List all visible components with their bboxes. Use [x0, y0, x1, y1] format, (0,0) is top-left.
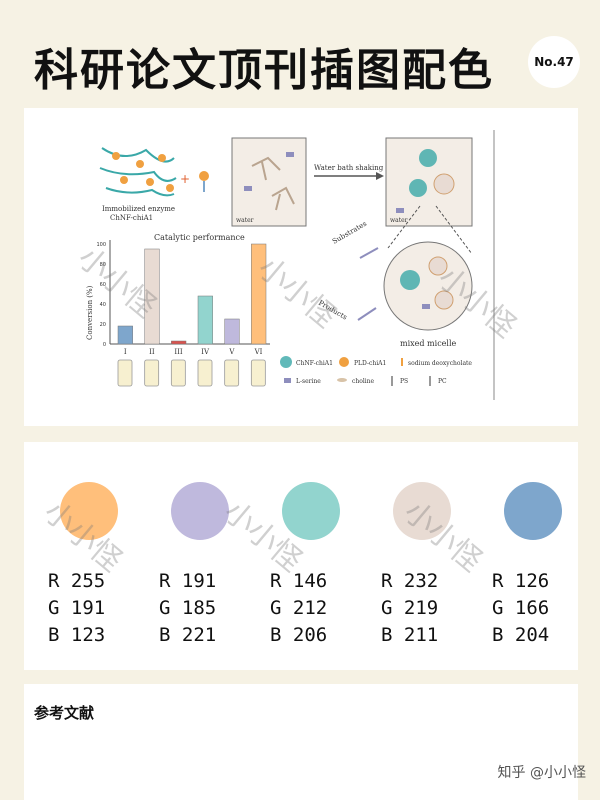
rgb-g-value: G 185	[159, 597, 217, 619]
svg-text:choline: choline	[352, 378, 375, 385]
rgb-r-value: R 146	[270, 570, 328, 592]
sample-vials	[117, 359, 266, 387]
y-tick-label: 0	[103, 342, 106, 348]
svg-text:PLD-chiA1: PLD-chiA1	[354, 360, 386, 367]
svg-text:water: water	[390, 217, 408, 224]
arrow-label: Water bath shaking	[314, 164, 384, 172]
references-card: 参考文献	[24, 684, 578, 800]
rgb-b-value: B 204	[492, 624, 550, 646]
swatch-3: R 146 G 212 B 206	[270, 482, 370, 649]
rgb-g-value: G 191	[48, 597, 106, 619]
rgb-r-value: R 126	[492, 570, 550, 592]
svg-text:Catalytic performance: Catalytic performance	[154, 233, 245, 242]
svg-text:ChNF-chiA1: ChNF-chiA1	[296, 360, 333, 367]
figure-card: Immobilized enzyme ChNF-chiA1 + water Wa…	[24, 108, 578, 426]
rgb-b-value: B 211	[381, 624, 439, 646]
svg-text:sodium deoxycholate: sodium deoxycholate	[408, 360, 472, 367]
bar-V	[224, 318, 240, 345]
rgb-b-value: B 206	[270, 624, 328, 646]
palette-card: R 255 G 191 B 123 R 191 G 185 B 221 R 146 G 212…	[24, 442, 578, 670]
x-tick-label: V	[228, 348, 235, 356]
vial-IV	[197, 359, 213, 387]
x-tick-label: VI	[254, 348, 263, 356]
svg-text:+: +	[180, 172, 190, 186]
x-tick-label: I	[124, 348, 127, 356]
rgb-b-value: B 123	[48, 624, 106, 646]
enzyme-network-icon	[99, 147, 177, 197]
rgb-r-value: R 232	[381, 570, 439, 592]
rgb-r-value: R 255	[48, 570, 106, 592]
color-swatches: R 255 G 191 B 123 R 191 G 185 B 221 R 146 G 212…	[24, 442, 578, 670]
svg-text:L-serine: L-serine	[296, 378, 321, 385]
svg-text:Substrates: Substrates	[331, 219, 368, 245]
pld-enzyme-icon	[199, 171, 209, 192]
swatch-circle	[504, 482, 562, 540]
micelle-label: mixed micelle	[400, 339, 457, 348]
vial-III	[170, 359, 186, 387]
y-tick-label: 80	[100, 262, 106, 268]
swatch-1: R 255 G 191 B 123	[48, 482, 148, 649]
y-tick-label: 40	[100, 302, 106, 308]
svg-text:Products: Products	[317, 299, 349, 322]
figure-legend: ChNF-chiA1 PLD-chiA1 sodium deoxycholate…	[280, 356, 472, 386]
vial-VI	[250, 359, 266, 387]
footer-credit: 知乎 @小小怪	[497, 765, 586, 781]
y-tick-label: 100	[96, 242, 106, 248]
bar-I	[117, 325, 133, 345]
scientific-figure: Immobilized enzyme ChNF-chiA1 + water Wa…	[86, 130, 495, 400]
swatch-5: R 126 G 166 B 204	[492, 482, 592, 649]
vial-II	[144, 359, 160, 387]
page-title: 科研论文顶刊插图配色	[34, 45, 494, 96]
vial-I	[117, 359, 133, 387]
y-tick-label: 60	[100, 282, 106, 288]
rgb-b-value: B 221	[159, 624, 217, 646]
bar-III	[171, 340, 187, 345]
swatch-circle	[171, 482, 229, 540]
rgb-g-value: G 166	[492, 597, 550, 619]
x-tick-label: III	[174, 348, 183, 356]
rgb-g-value: G 212	[270, 597, 328, 619]
vial-V	[224, 359, 240, 387]
y-axis-label: Conversion (%)	[86, 285, 94, 340]
svg-text:PS: PS	[400, 378, 408, 385]
bar-IV	[197, 295, 213, 345]
svg-text:PC: PC	[438, 378, 447, 385]
rgb-g-value: G 219	[381, 597, 439, 619]
y-tick-label: 20	[100, 322, 106, 328]
immobilized-label: Immobilized enzyme	[102, 205, 175, 213]
swatch-circle	[60, 482, 118, 540]
bar-II	[144, 248, 160, 345]
swatch-circle	[393, 482, 451, 540]
svg-text:water: water	[236, 217, 254, 224]
swatch-circle	[282, 482, 340, 540]
references-title: 参考文献	[34, 704, 95, 722]
swatch-2: R 191 G 185 B 221	[159, 482, 259, 649]
swatch-4: R 232 G 219 B 211	[381, 482, 481, 649]
x-tick-label: IV	[201, 348, 210, 356]
issue-badge: No.47	[528, 36, 580, 88]
bar-VI	[251, 243, 267, 345]
rgb-r-value: R 191	[159, 570, 217, 592]
immobilized-sublabel: ChNF-chiA1	[110, 214, 153, 222]
x-tick-label: II	[149, 348, 155, 356]
